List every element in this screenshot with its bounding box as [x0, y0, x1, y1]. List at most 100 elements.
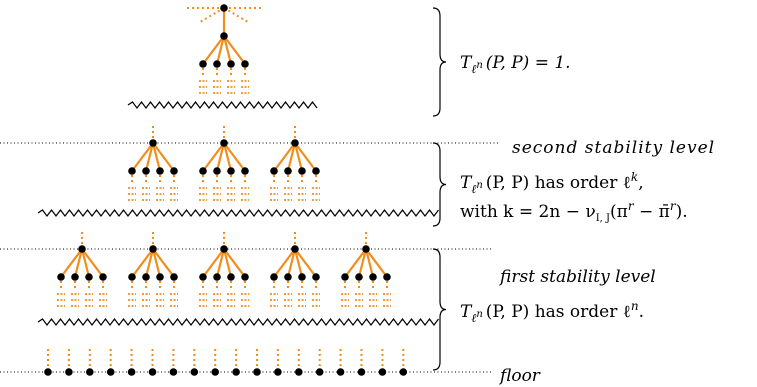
mid-tree-0-child-node-3 [170, 167, 178, 175]
mid-tree-0-child-node-1 [142, 167, 150, 175]
mid-tree-1-child-node-1 [213, 167, 221, 175]
mid-tree-2-parent-node [291, 139, 299, 147]
mid-tree-0-edge-0 [131, 142, 154, 172]
floor-node-11 [274, 368, 282, 376]
top-tree-child-node-2 [227, 60, 235, 68]
bottom-tree-2-edge-2 [222, 248, 233, 278]
bottom-tree-0-edge-3 [81, 248, 104, 278]
mid-tree-0-child-node-0 [128, 167, 136, 175]
floor-node-2 [86, 368, 94, 376]
mid-tree-1-parent-node [220, 139, 228, 147]
top-brace [432, 7, 447, 117]
bottom-tree-2-parent-node [220, 245, 228, 253]
top-tree-parent-node [220, 32, 228, 40]
first-stability-level-label: first stability level [498, 267, 656, 287]
bottom-tree-2-child-node-3 [241, 273, 249, 281]
bottom-tree-2-edge-0 [202, 248, 225, 278]
bottom-tree-1-edge-2 [151, 248, 162, 278]
bottom-tree-4-child-node-1 [355, 273, 363, 281]
bottom-tree-1-child-node-3 [170, 273, 178, 281]
mid-tree-2-child-node-0 [270, 167, 278, 175]
bottom-tree-3-edge-1 [286, 248, 297, 278]
bottom-formula: Tℓn (P, P) has order ℓn. [460, 299, 644, 325]
mid-tree-1-edge-2 [222, 142, 233, 172]
mid-tree-1-edge-0 [202, 142, 225, 172]
bottom-tree-1-edge-0 [131, 248, 154, 278]
bottom-tree-2-edge-1 [215, 248, 226, 278]
bottom-tree-3-edge-2 [293, 248, 304, 278]
apex-node [220, 4, 228, 12]
bottom-brace [432, 248, 447, 371]
bottom-tree-2-child-node-2 [227, 273, 235, 281]
top-formula: Tℓn (P, P) = 1. [460, 53, 571, 76]
mid-tree-1-edge-1 [215, 142, 226, 172]
bottom-tree-0-child-node-2 [85, 273, 93, 281]
floor-node-1 [65, 368, 73, 376]
top-tree-child-node-3 [241, 60, 249, 68]
floor-node-12 [295, 368, 303, 376]
top-zigzag [127, 101, 318, 109]
mid-formula-line1: Tℓn (P, P) has order ℓk, [460, 170, 644, 196]
mid-tree-1-child-node-3 [241, 167, 249, 175]
mid-tree-2-child-node-1 [284, 167, 292, 175]
bottom-tree-1-parent-node [149, 245, 157, 253]
mid-formula-line2: with k = 2n − νI, J(πr − π̄r). [460, 199, 688, 224]
top-tree-child-node-0 [199, 60, 207, 68]
bottom-tree-3-child-node-3 [312, 273, 320, 281]
floor-node-7 [190, 368, 199, 376]
tree-drawing [0, 4, 498, 376]
mid-tree-0-child-node-2 [156, 167, 164, 175]
mid-tree-0-parent-node [149, 139, 157, 147]
bottom-tree-4-child-node-3 [383, 273, 391, 281]
top-tree-edge-1 [215, 35, 226, 65]
mid-tree-2-edge-0 [273, 142, 296, 172]
bottom-tree-3-child-node-1 [284, 273, 292, 281]
apex-ray-right-d [223, 7, 249, 23]
bottom-tree-4-edge-3 [365, 248, 388, 278]
bottom-tree-4-parent-node [362, 245, 370, 253]
top-tree-edge-0 [202, 35, 225, 65]
bottom-tree-2-edge-3 [223, 248, 246, 278]
bottom-tree-1-edge-1 [144, 248, 155, 278]
mid-tree-0-edge-1 [144, 142, 155, 172]
bottom-tree-1-edge-3 [152, 248, 175, 278]
mid-tree-2-edge-2 [293, 142, 304, 172]
floor-node-17 [399, 368, 408, 376]
floor-node-3 [106, 368, 115, 376]
bottom-tree-0-child-node-0 [57, 273, 65, 281]
bottom-tree-3-child-node-0 [270, 273, 278, 281]
second-stability-level-label: second stability level [512, 138, 715, 158]
bottom-tree-0-edge-0 [60, 248, 83, 278]
floor-node-5 [148, 368, 157, 376]
bottom-tree-0-child-node-3 [99, 273, 107, 281]
apex-ray-left-d [199, 7, 225, 23]
bottom-tree-1-child-node-1 [142, 273, 150, 281]
floor-label: floor [498, 366, 541, 386]
bottom-tree-4-edge-2 [364, 248, 375, 278]
bottom-tree-0-edge-1 [73, 248, 84, 278]
floor-node-9 [232, 368, 240, 376]
bottom-tree-3-parent-node [291, 245, 299, 253]
mid-brace [432, 142, 447, 227]
mid-tree-1-child-node-0 [199, 167, 207, 175]
bottom-tree-4-child-node-2 [369, 273, 377, 281]
bottom-tree-4-edge-1 [357, 248, 368, 278]
bottom-tree-2-child-node-0 [199, 273, 207, 281]
bottom-tree-3-child-node-2 [298, 273, 306, 281]
bottom-tree-0-edge-2 [80, 248, 91, 278]
top-tree-edge-3 [223, 35, 246, 65]
top-tree-child-node-1 [213, 60, 221, 68]
bottom-tree-1-child-node-2 [156, 273, 164, 281]
bottom-tree-0-child-node-1 [71, 273, 79, 281]
floor-node-13 [315, 368, 324, 376]
bottom-tree-4-child-node-0 [341, 273, 349, 281]
top-tree-edge-2 [222, 35, 233, 65]
bottom-tree-1-child-node-0 [128, 273, 136, 281]
floor-node-0 [44, 368, 52, 376]
bottom-tree-4-edge-0 [344, 248, 367, 278]
floor-node-14 [336, 368, 345, 376]
mid-tree-1-child-node-2 [227, 167, 235, 175]
floor-node-4 [127, 368, 136, 376]
bottom-tree-3-edge-3 [294, 248, 317, 278]
